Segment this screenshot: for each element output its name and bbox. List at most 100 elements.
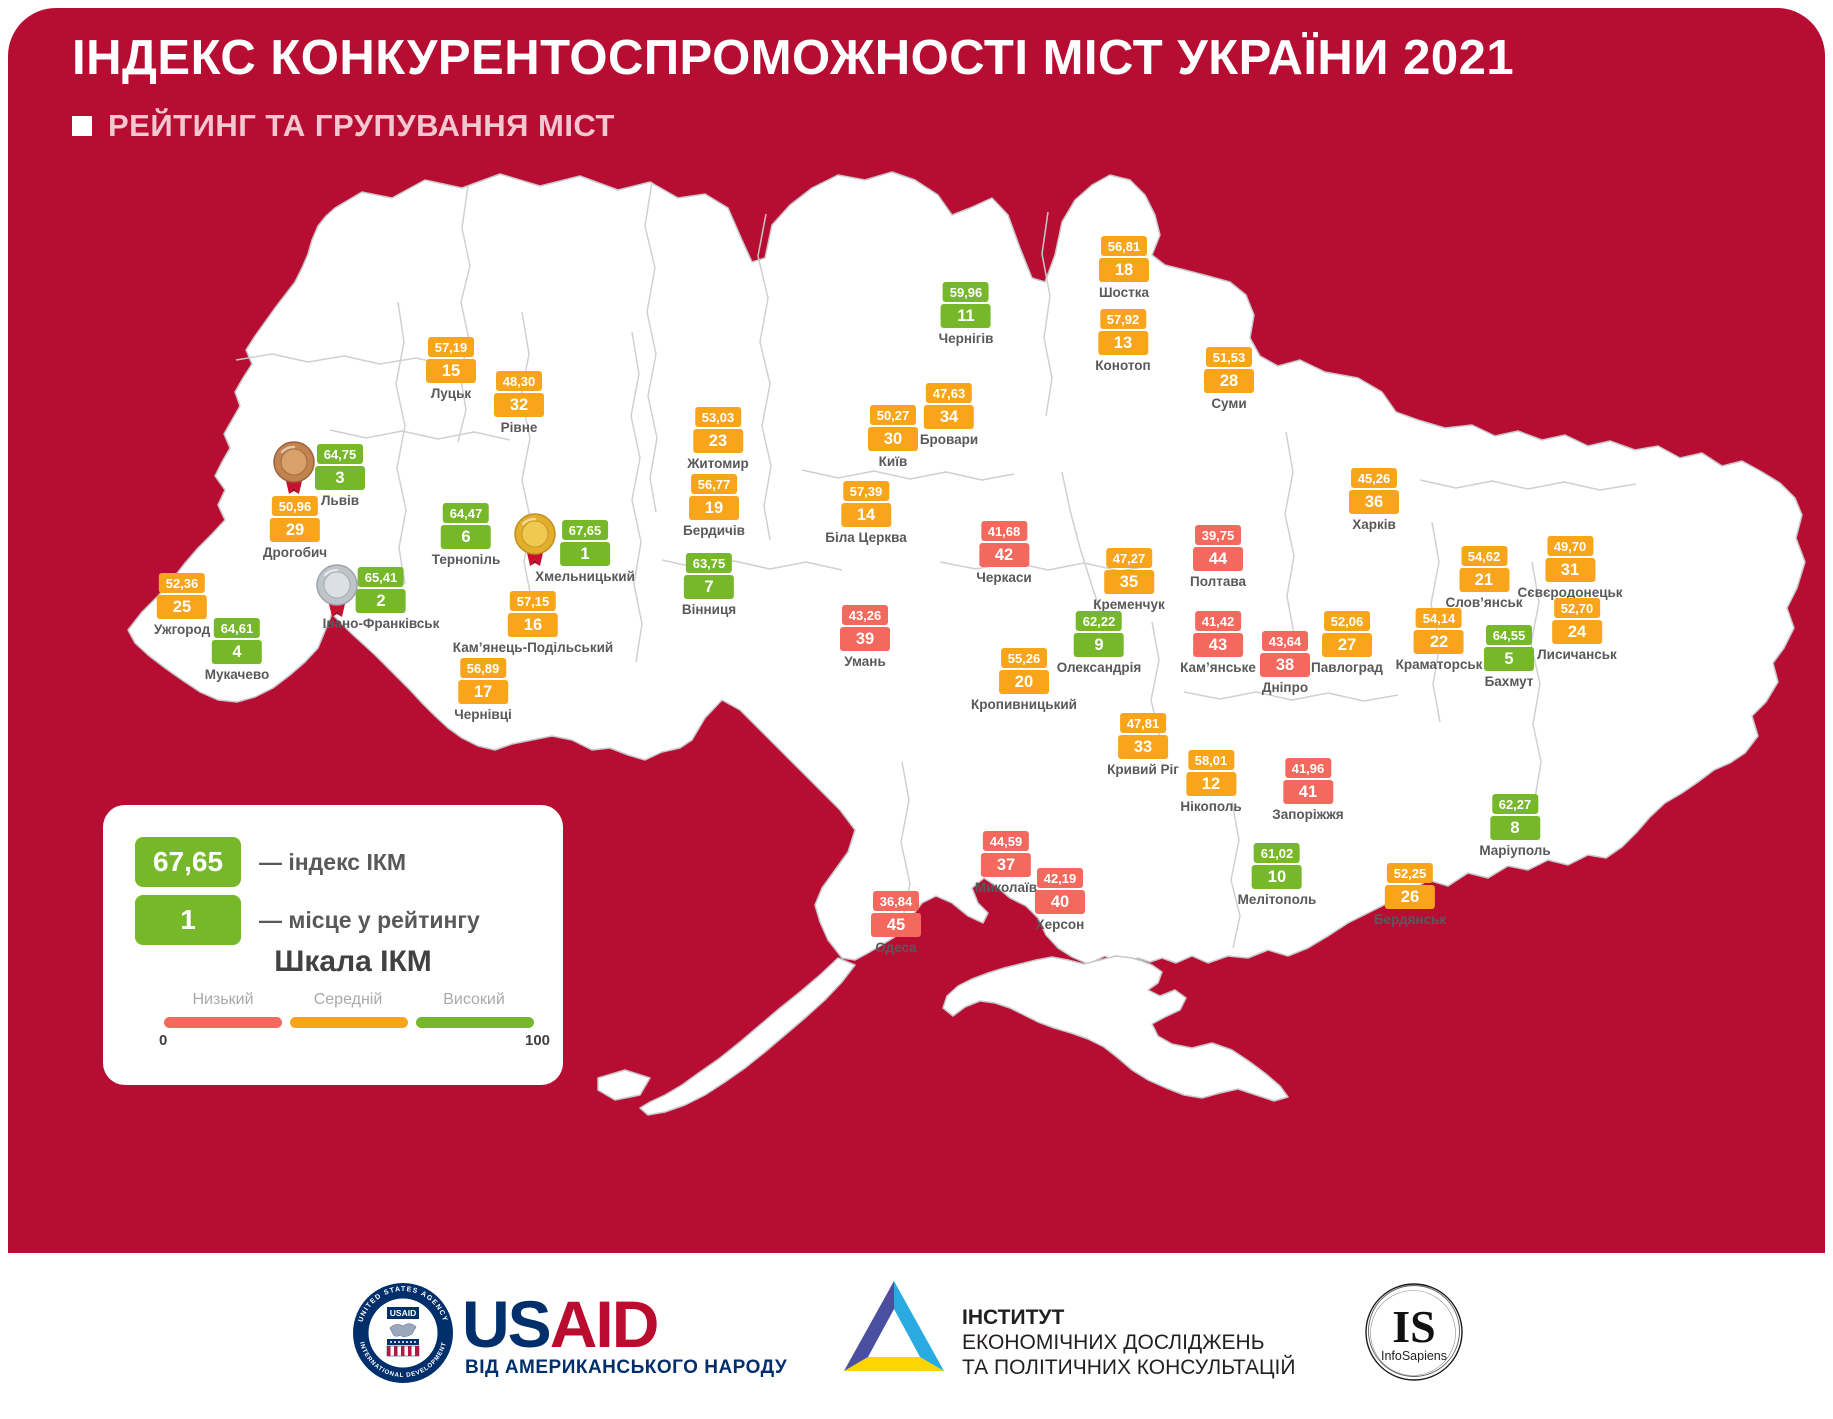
- danube-delta-shape: [597, 1069, 651, 1101]
- city-rank-badge: 40: [1035, 890, 1085, 914]
- city-rank-badge: 11: [940, 304, 991, 328]
- city-score-badge: 44,59: [983, 831, 1029, 851]
- oblast-borders: [235, 181, 1637, 949]
- city-score-badge: 47,63: [926, 383, 972, 403]
- city-marker: 55,26 20 Кропивницький: [971, 648, 1077, 712]
- institute-line1: ІНСТИТУТ: [962, 1306, 1065, 1329]
- scale-label-high: Високий: [443, 991, 505, 1008]
- city-score-badge: 65,41: [358, 567, 404, 587]
- city-rank-badge: 4: [212, 640, 262, 664]
- city-label: Кременчук: [1093, 597, 1165, 612]
- city-rank-badge: 5: [1484, 647, 1534, 671]
- city-rank-badge: 30: [868, 427, 918, 451]
- city-rank-badge: 27: [1322, 633, 1372, 657]
- city-score-badge: 67,65: [562, 520, 608, 540]
- city-score-badge: 47,81: [1120, 713, 1166, 733]
- city-score-badge: 52,36: [159, 573, 205, 593]
- city-marker: 59,96 11 Чернігів: [938, 282, 994, 346]
- infosapiens-initials: IS: [1392, 1301, 1435, 1352]
- city-score-badge: 43,26: [842, 605, 888, 625]
- city-marker: 43,64 38 Дніпро: [1260, 631, 1310, 695]
- legend-rank-label: — місце у рейтингу: [259, 906, 480, 933]
- city-marker: 44,59 37 Миколаїв: [975, 831, 1037, 895]
- city-label: Конотоп: [1095, 358, 1151, 373]
- city-marker: 54,62 21 Слов’янськ: [1445, 546, 1523, 610]
- city-score-badge: 56,81: [1101, 236, 1147, 256]
- city-label: Хмельницький: [535, 569, 635, 584]
- seal-stars: [390, 1341, 416, 1343]
- city-rank-badge: 35: [1103, 570, 1154, 594]
- city-score-badge: 58,01: [1187, 750, 1234, 770]
- city-label: Чернігів: [938, 331, 994, 346]
- city-marker: 56,77 19 Бердичів: [683, 474, 745, 538]
- city-score-badge: 57,15: [509, 591, 556, 611]
- city-marker: 52,25 26 Бердянськ: [1374, 863, 1446, 927]
- city-label: Умань: [844, 654, 886, 669]
- city-score-badge: 56,77: [690, 474, 737, 494]
- city-marker: 64,47 6 Тернопіль: [431, 503, 501, 567]
- institute-triangle-icon: [844, 1281, 944, 1371]
- city-score-badge: 64,75: [317, 444, 363, 464]
- city-score-badge: 64,61: [214, 618, 260, 638]
- city-marker: 41,42 43 Кам’янське: [1180, 611, 1256, 675]
- city-score-badge: 47,27: [1105, 548, 1152, 568]
- scale-label-mid: Середній: [313, 991, 383, 1008]
- city-label: Лисичанськ: [1537, 647, 1617, 662]
- scale-bar-low: [164, 1017, 282, 1028]
- institute-line3: ТА ПОЛІТИЧНИХ КОНСУЛЬТАЦІЙ: [962, 1356, 1296, 1380]
- city-label: Полтава: [1190, 574, 1246, 589]
- city-label: Ужгород: [153, 622, 211, 637]
- city-rank-badge: 43: [1192, 633, 1243, 657]
- city-rank-badge: 20: [998, 670, 1049, 694]
- city-score-badge: 62,27: [1492, 794, 1538, 814]
- city-label: Херсон: [1035, 917, 1085, 932]
- city-marker: 39,75 44 Полтава: [1190, 525, 1246, 589]
- city-marker: 62,22 9 Олександрія: [1056, 611, 1142, 675]
- city-rank-badge: 37: [981, 853, 1031, 877]
- city-label: Кам’янське: [1180, 660, 1256, 675]
- city-rank-badge: 17: [458, 680, 508, 704]
- city-marker: 61,02 10 Мелітополь: [1238, 843, 1316, 907]
- city-rank-badge: 26: [1384, 885, 1435, 909]
- city-score-badge: 51,53: [1206, 347, 1252, 367]
- city-marker: 65,41 2 Івано-Франківськ: [323, 567, 439, 631]
- city-label: Одеса: [875, 940, 917, 955]
- city-rank-badge: 19: [688, 496, 739, 520]
- city-label: Тернопіль: [431, 552, 501, 567]
- city-score-badge: 41,42: [1194, 611, 1241, 631]
- city-rank-badge: 32: [494, 393, 544, 417]
- city-score-badge: 39,75: [1194, 525, 1241, 545]
- city-label: Кривий Ріг: [1107, 762, 1179, 777]
- city-score-badge: 50,27: [870, 405, 916, 425]
- city-marker: 50,96 29 Дрогобич: [263, 496, 327, 560]
- city-label: Миколаїв: [974, 880, 1038, 895]
- city-label: Біла Церква: [825, 530, 907, 545]
- city-score-badge: 41,68: [981, 521, 1027, 541]
- city-rank-badge: 8: [1490, 816, 1540, 840]
- city-marker: 53,03 23 Житомир: [687, 407, 749, 471]
- city-score-badge: 64,55: [1486, 625, 1532, 645]
- city-label: Черкаси: [976, 570, 1032, 585]
- city-marker: 47,81 33 Кривий Ріг: [1107, 713, 1179, 777]
- city-rank-badge: 41: [1282, 780, 1333, 804]
- city-label: Шостка: [1098, 285, 1150, 300]
- city-score-badge: 48,30: [496, 371, 542, 391]
- city-label: Бердянськ: [1373, 912, 1447, 927]
- subtitle-row: РЕЙТИНГ ТА ГРУПУВАННЯ МІСТ: [72, 108, 615, 144]
- city-score-badge: 42,19: [1037, 868, 1083, 888]
- institute-name: ІНСТИТУТ ЕКОНОМІЧНИХ ДОСЛІДЖЕНЬ ТА ПОЛІТ…: [962, 1305, 1295, 1381]
- page-subtitle: РЕЙТИНГ ТА ГРУПУВАННЯ МІСТ: [108, 108, 615, 143]
- city-label: Олександрія: [1056, 660, 1142, 675]
- city-rank-badge: 6: [440, 525, 491, 549]
- scale-min: 0: [159, 1032, 168, 1049]
- city-score-badge: 55,26: [1000, 648, 1047, 668]
- city-rank-badge: 7: [683, 575, 734, 599]
- city-rank-badge: 44: [1192, 547, 1243, 571]
- city-rank-badge: 23: [692, 429, 743, 453]
- city-score-badge: 56,89: [460, 658, 506, 678]
- scale-bar-high: [416, 1017, 534, 1028]
- city-score-badge: 52,06: [1324, 611, 1370, 631]
- city-rank-badge: 13: [1097, 331, 1148, 355]
- city-marker: 45,26 36 Харків: [1349, 468, 1399, 532]
- city-marker: 41,68 42 Черкаси: [976, 521, 1032, 585]
